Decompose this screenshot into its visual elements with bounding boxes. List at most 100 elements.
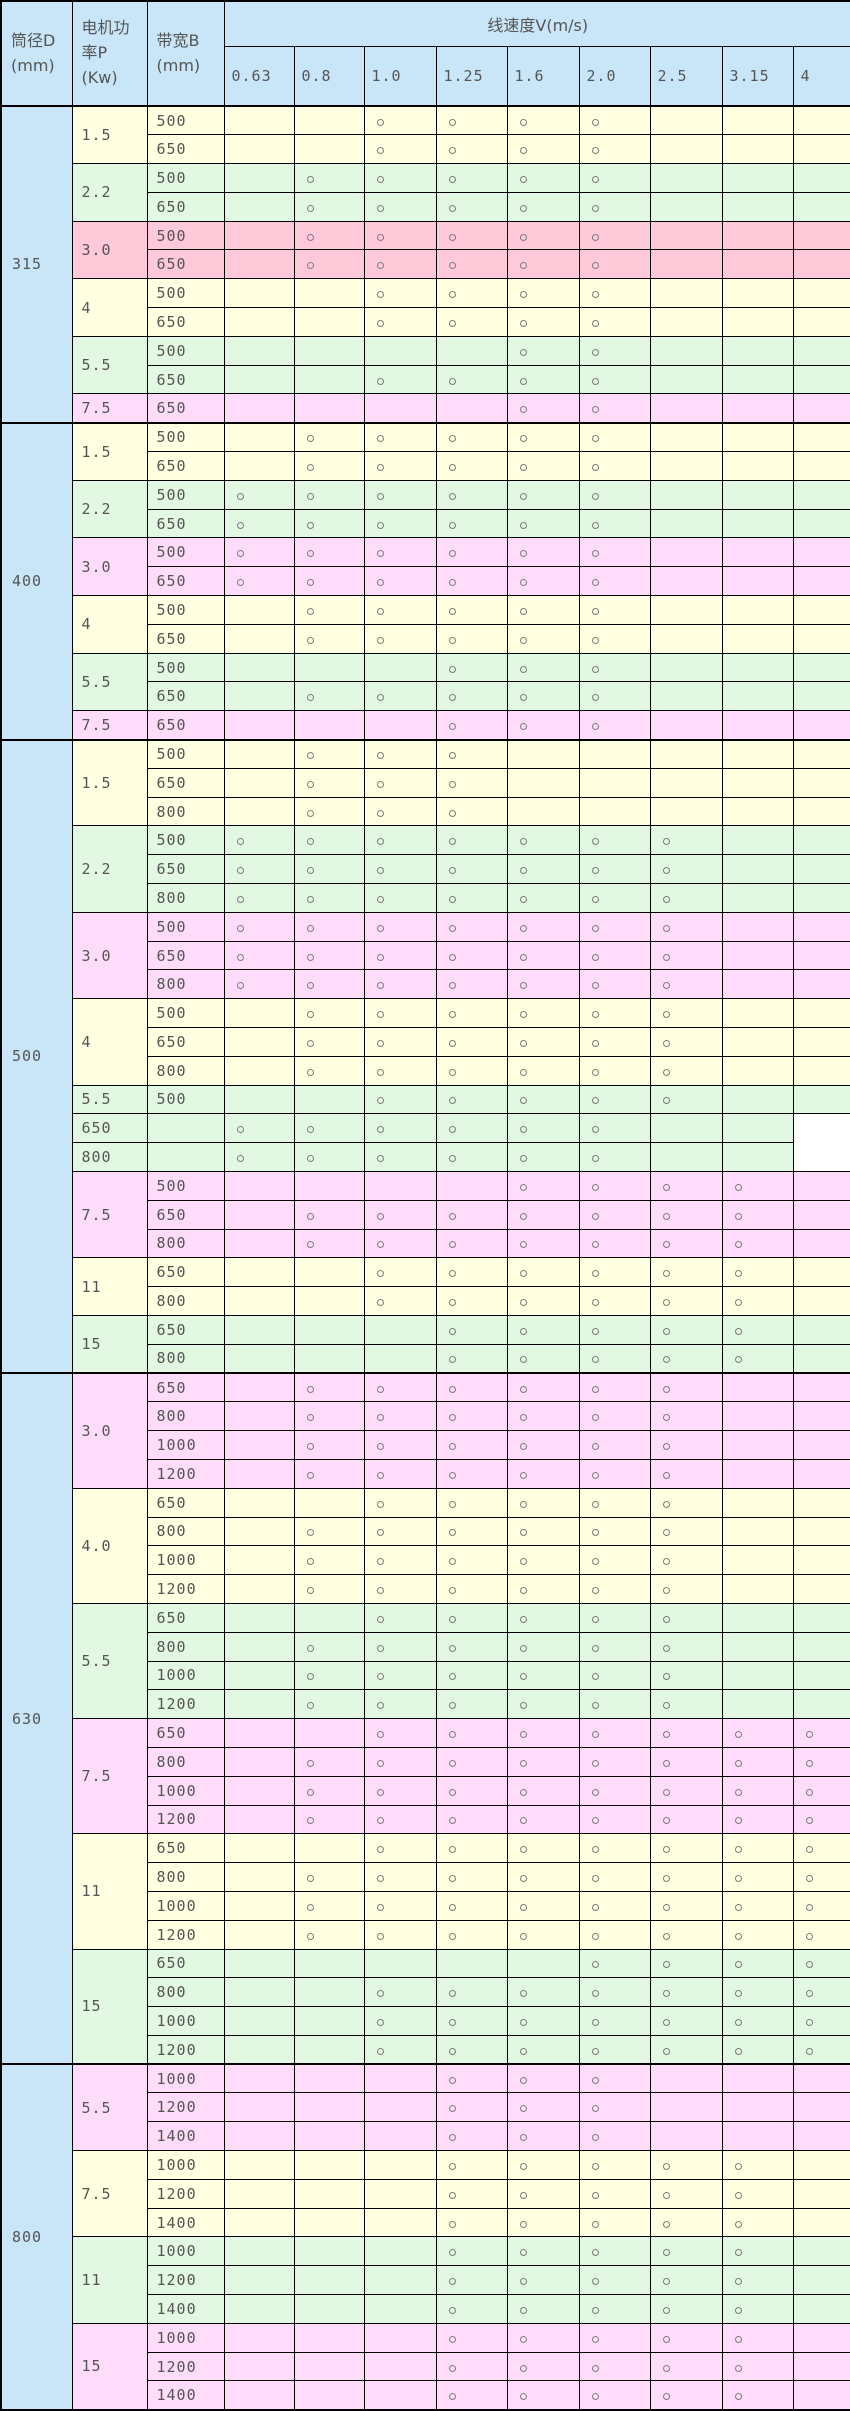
power-cell: 7.5 <box>71 393 148 424</box>
speed-cell <box>792 796 850 827</box>
speed-cell <box>721 364 794 395</box>
circle-mark-icon <box>448 809 456 817</box>
width-cell: 650 <box>146 1027 225 1057</box>
speed-cell <box>649 2121 723 2152</box>
table-row: 400 1.5 500 <box>0 421 850 741</box>
speed-cell <box>435 2006 508 2036</box>
speed-cell <box>506 1257 580 1288</box>
speed-cell <box>721 1574 794 1604</box>
circle-mark-icon <box>591 1270 599 1278</box>
speed-cell <box>435 1919 508 1950</box>
speed-cell <box>293 364 365 395</box>
speed-cell <box>435 738 508 769</box>
table-row: 3.0 500 <box>1 220 850 280</box>
speed-cell <box>578 710 651 741</box>
power-cell: 5.5 <box>71 2063 148 2152</box>
circle-mark-icon <box>662 1731 670 1739</box>
speed-cell <box>792 1833 850 1864</box>
speed-cell <box>223 681 295 712</box>
speed-cell <box>363 508 437 539</box>
circle-mark-icon <box>591 1414 599 1422</box>
circle-mark-icon <box>662 1788 670 1796</box>
circle-mark-icon <box>448 147 456 155</box>
width-cell: 800 <box>146 796 225 827</box>
speed-cell <box>721 1228 794 1259</box>
circle-mark-icon <box>662 2335 670 2343</box>
circle-mark-icon <box>519 1299 527 1307</box>
speed-cell <box>506 911 580 942</box>
speed-cell <box>792 2178 850 2209</box>
void-cell <box>793 1142 850 1172</box>
circle-mark-icon <box>306 1155 314 1163</box>
circle-mark-icon <box>662 2018 670 2026</box>
speed-cell <box>506 1314 580 1345</box>
speed-cell <box>649 1027 723 1057</box>
circle-mark-icon <box>236 953 244 961</box>
circle-mark-icon <box>376 204 384 212</box>
circle-mark-icon <box>376 1011 384 1019</box>
circle-mark-icon <box>519 2134 527 2142</box>
circle-mark-icon <box>662 1875 670 1882</box>
power-cell: 2.2 <box>71 163 148 222</box>
circle-mark-icon <box>662 2220 670 2228</box>
table-row: 15 650 <box>1 1948 850 2065</box>
circle-mark-icon <box>591 838 599 846</box>
circle-mark-icon <box>376 1299 384 1307</box>
speed-cell <box>506 364 580 395</box>
speed-cell <box>792 163 850 193</box>
speed-cell <box>363 191 437 222</box>
circle-mark-icon <box>591 665 599 673</box>
speed-cell <box>649 2207 723 2238</box>
circle-mark-icon <box>591 1587 599 1595</box>
circle-mark-icon <box>591 953 599 961</box>
speed-cell <box>363 2006 437 2036</box>
speed-cell <box>721 998 794 1028</box>
circle-mark-icon <box>519 262 527 270</box>
circle-mark-icon <box>591 1529 599 1537</box>
circle-mark-icon <box>591 1817 599 1825</box>
circle-mark-icon <box>734 1817 742 1825</box>
speed-cell <box>223 1142 295 1172</box>
circle-mark-icon <box>662 1356 670 1364</box>
speed-cell <box>223 1890 295 1921</box>
circle-mark-icon <box>448 2134 456 2142</box>
power-cell: 650 <box>71 1113 148 1144</box>
speed-cell <box>721 2063 794 2094</box>
speed-cell <box>578 1516 651 1547</box>
circle-mark-icon <box>306 492 314 500</box>
circle-mark-icon <box>306 262 314 270</box>
speed-cell <box>721 134 794 165</box>
speed-cell <box>649 1919 723 1950</box>
width-cell: 650 <box>146 1372 225 1403</box>
speed-cell <box>435 796 508 827</box>
circle-mark-icon <box>236 982 244 990</box>
speed-cell <box>792 1775 850 1806</box>
table-row: 15 1000 <box>1 2322 850 2411</box>
width-cell: 500 <box>146 163 225 193</box>
circle-mark-icon <box>376 118 384 126</box>
circle-mark-icon <box>376 463 384 471</box>
circle-mark-icon <box>519 492 527 500</box>
speed-cell <box>363 1257 437 1288</box>
circle-mark-icon <box>306 1414 314 1422</box>
speed-cell <box>578 1055 651 1086</box>
speed-cell <box>435 767 508 798</box>
circle-mark-icon <box>519 1356 527 1364</box>
speed-cell <box>649 335 723 366</box>
circle-mark-icon <box>306 838 314 846</box>
speed-cell <box>721 2380 794 2411</box>
circle-mark-icon <box>591 377 599 385</box>
circle-mark-icon <box>306 780 314 788</box>
speed-cell <box>435 1516 508 1547</box>
header-speed-1.6: 1.6 <box>506 45 580 107</box>
circle-mark-icon <box>376 435 384 443</box>
speed-cell <box>649 1804 723 1835</box>
circle-mark-icon <box>591 175 599 183</box>
table-row: 3.0 500 <box>1 911 850 1000</box>
speed-cell <box>223 2063 295 2094</box>
speed-cell <box>721 1660 794 1691</box>
circle-mark-icon <box>805 1990 813 1998</box>
circle-mark-icon <box>376 636 384 644</box>
speed-cell <box>578 1343 651 1374</box>
circle-mark-icon <box>448 1126 456 1134</box>
